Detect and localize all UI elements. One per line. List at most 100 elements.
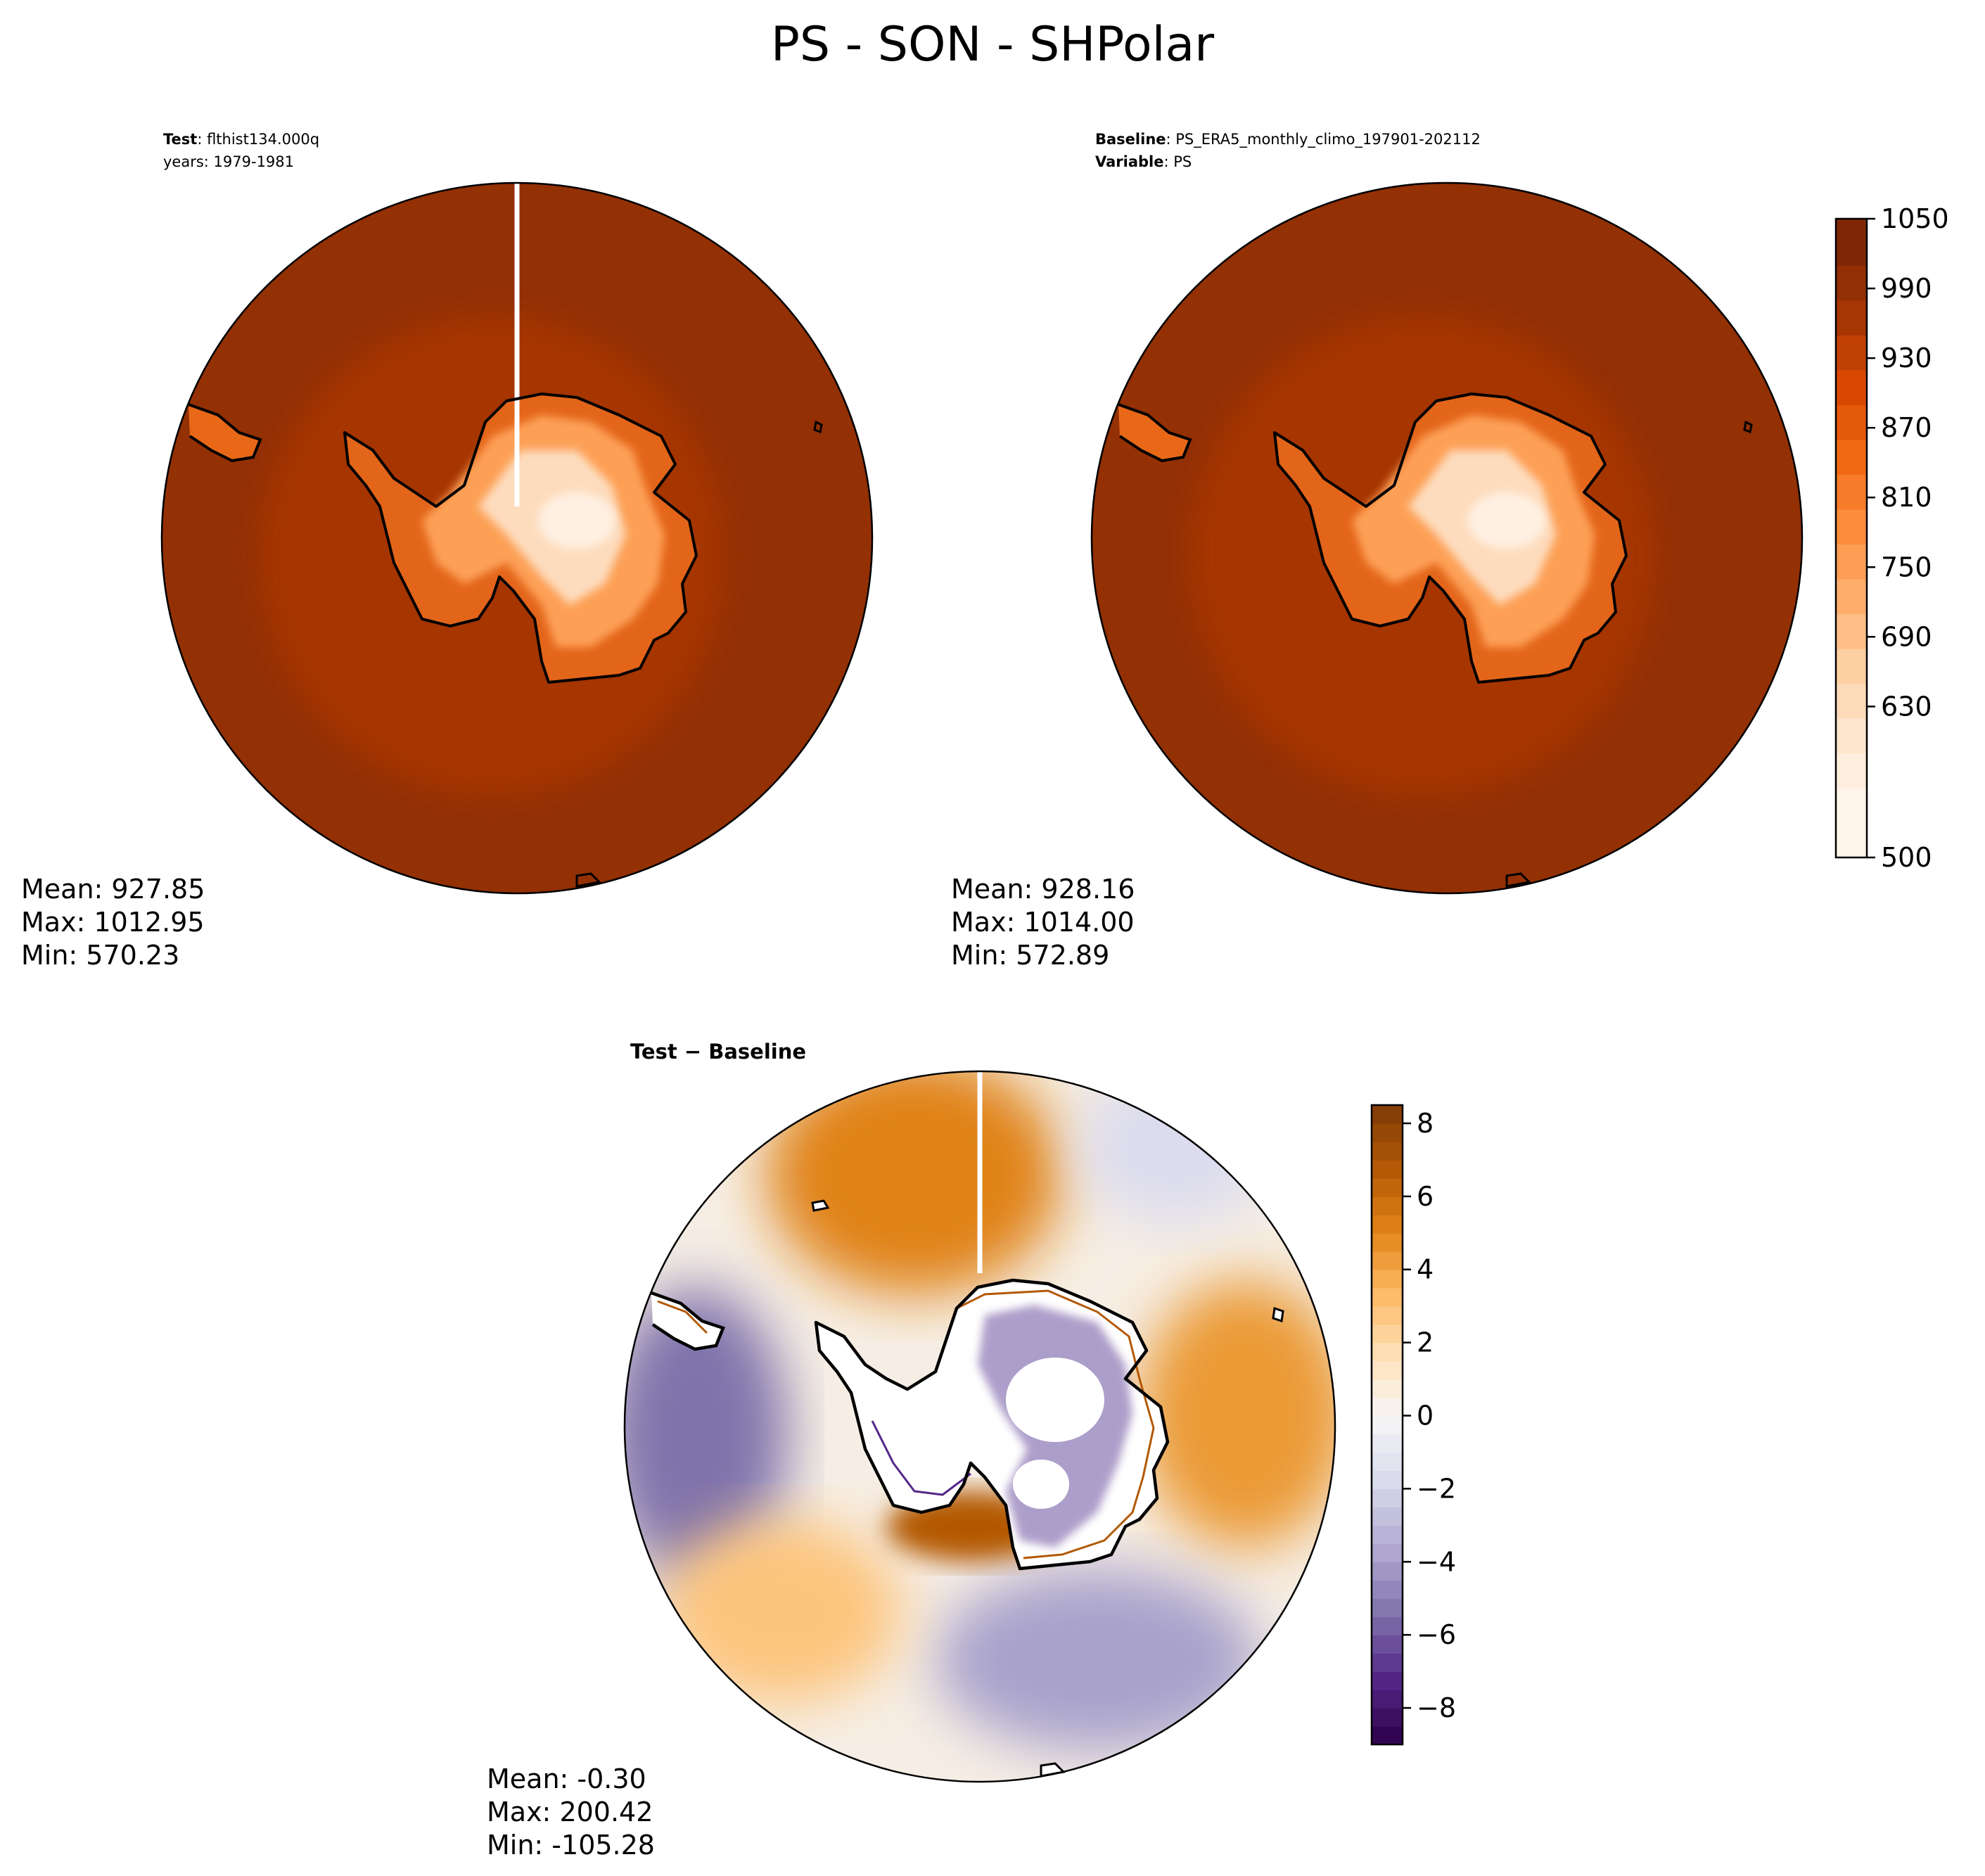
test-header-years: years: 1979-1981 [163, 153, 294, 170]
baseline-variable-value: : PS [1163, 153, 1192, 170]
baseline-header-label: Baseline [1095, 131, 1166, 148]
diff-panel: Test − Baseline Mean: -0.30 Max [487, 1040, 1336, 1861]
colorbar-band [1836, 369, 1867, 405]
colorbar-band [1372, 1141, 1403, 1161]
colorbar-band [1372, 1635, 1403, 1654]
colorbar-band [1372, 1269, 1403, 1289]
colorbar-tick-label: 500 [1881, 842, 1932, 873]
colorbar-band [1372, 1562, 1403, 1581]
colorbar-band [1372, 1324, 1403, 1344]
colorbar-band [1836, 404, 1867, 440]
diff-coastal-contour-brown [956, 1289, 1155, 1559]
test-header-label: Test [163, 131, 197, 148]
colorbar-band [1372, 1342, 1403, 1362]
test-coastline [343, 393, 698, 684]
diff-island-north [811, 1199, 830, 1212]
diff-plateau-white-2 [1013, 1460, 1069, 1509]
colorbar-tick-label: −2 [1417, 1473, 1456, 1504]
colorbar-tick-label: −8 [1417, 1692, 1456, 1723]
colorbar-band [1372, 1543, 1403, 1563]
colorbar-band [1372, 1379, 1403, 1398]
colorbar-band [1372, 1360, 1403, 1380]
baseline-variable-label: Variable [1095, 153, 1163, 170]
colorbar-tick-label: 810 [1881, 482, 1932, 513]
colorbar-band [1372, 1653, 1403, 1672]
colorbar-band [1372, 1690, 1403, 1709]
diff-max: Max: 200.42 [487, 1797, 653, 1827]
colorbar-band [1372, 1525, 1403, 1545]
colorbar-tick-label: 690 [1881, 621, 1932, 652]
diff-coastline [814, 1278, 1170, 1571]
colorbar-frame [1834, 217, 1868, 859]
test-island-s [575, 872, 602, 888]
colorbar-tick-label: 2 [1417, 1327, 1434, 1358]
colorbar-band [1372, 1214, 1403, 1234]
anomaly-north-center [767, 1071, 1062, 1294]
test-mean: Mean: 927.85 [21, 874, 205, 905]
colorbar-tick-label: 1050 [1881, 203, 1949, 234]
test-header-value: : flthist134.000q [197, 131, 319, 148]
colorbar-tick-label: 990 [1881, 273, 1932, 304]
colorbar-band [1836, 578, 1867, 615]
test-panel: Test: flthist134.000q years: 1979-1981 M… [21, 131, 874, 971]
colorbar-band [1836, 335, 1867, 371]
diff-map [625, 1071, 1335, 1782]
colorbar-band [1372, 1159, 1403, 1179]
colorbar-band [1372, 1470, 1403, 1490]
diff-south-america-contour [657, 1300, 708, 1334]
anomaly-east [1140, 1280, 1335, 1548]
anomaly-south-center [936, 1569, 1259, 1751]
colorbar-tick-label: 0 [1417, 1400, 1434, 1431]
baseline-coastline [1273, 393, 1628, 684]
anomaly-south-west [661, 1519, 900, 1702]
colorbar-band [1836, 474, 1867, 510]
baseline-header-variable: Variable: PS [1095, 153, 1192, 170]
anomaly-north-east [1076, 1071, 1273, 1224]
diff-plateau-white-1 [1006, 1358, 1104, 1442]
colorbar-band [1372, 1232, 1403, 1252]
colorbar-tick-label: 750 [1881, 551, 1932, 582]
test-south-america-coast [188, 403, 262, 463]
baseline-map [1092, 183, 1802, 893]
upper-colorbar: 500 630 690 750 810 870 930 990 1050 [1834, 203, 1949, 873]
diff-map-border [623, 1070, 1336, 1783]
colorbar-band [1836, 648, 1867, 684]
anomaly-west [625, 1287, 788, 1583]
colorbar-band [1372, 1507, 1403, 1526]
colorbar-tick-label: 4 [1417, 1254, 1434, 1285]
colorbar-tick-label: −6 [1417, 1619, 1456, 1650]
colorbar-band [1372, 1397, 1403, 1417]
colorbar-tick-label: −4 [1417, 1546, 1456, 1577]
test-island-ne [813, 420, 823, 434]
test-max: Max: 1012.95 [21, 907, 205, 938]
colorbar-tick-label: 8 [1417, 1108, 1434, 1139]
colorbar-band [1372, 1488, 1403, 1508]
test-map [162, 183, 872, 893]
colorbar-band [1372, 1287, 1403, 1307]
diff-coastal-contour-purple [871, 1420, 971, 1496]
colorbar-frame [1370, 1104, 1404, 1746]
colorbar-band [1836, 683, 1867, 719]
baseline-mean: Mean: 928.16 [951, 874, 1135, 905]
colorbar-tick-label: 870 [1881, 412, 1932, 443]
diff-header: Test − Baseline [630, 1040, 806, 1064]
baseline-panel: Baseline: PS_ERA5_monthly_climo_197901-2… [951, 131, 1804, 971]
baseline-island-s [1505, 872, 1532, 888]
baseline-dome [1468, 492, 1545, 549]
test-map-border [160, 181, 874, 895]
colorbar-tick-label: 630 [1881, 691, 1932, 722]
colorbar-band [1836, 544, 1867, 580]
test-min: Min: 570.23 [21, 940, 179, 971]
colorbar-band [1836, 717, 1867, 754]
colorbar-band [1372, 1598, 1403, 1617]
colorbar-band [1372, 1251, 1403, 1270]
diff-min: Min: -105.28 [487, 1830, 655, 1861]
colorbar-band [1836, 613, 1867, 649]
colorbar-tick-label: 930 [1881, 343, 1932, 374]
colorbar-band [1372, 1415, 1403, 1435]
colorbar-band [1372, 1616, 1403, 1635]
colorbar-band [1836, 265, 1867, 301]
test-header: Test: flthist134.000q [163, 131, 319, 148]
colorbar-band [1372, 1434, 1403, 1453]
baseline-header: Baseline: PS_ERA5_monthly_climo_197901-2… [1095, 131, 1481, 148]
